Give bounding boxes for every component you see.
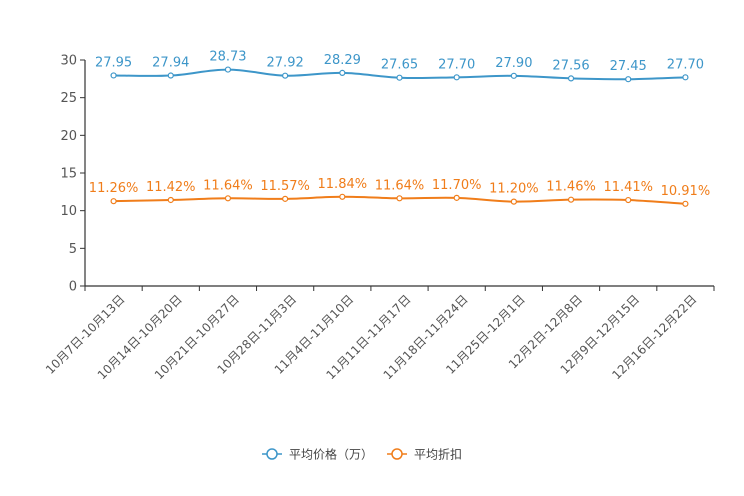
- data-label: 27.65: [381, 58, 418, 73]
- data-point: [453, 194, 460, 201]
- data-label: 11.84%: [318, 177, 368, 192]
- legend-label: 平均价格（万）: [289, 447, 373, 462]
- data-label: 11.57%: [260, 179, 310, 194]
- legend-marker-icon: [266, 448, 278, 460]
- chart-legend: 平均价格（万） 平均折扣: [262, 447, 462, 462]
- data-point: [339, 69, 346, 76]
- y-tick-label: 5: [69, 242, 77, 257]
- data-point: [682, 74, 689, 81]
- data-point: [224, 66, 232, 73]
- data-label: 11.20%: [489, 182, 539, 197]
- data-point: [167, 72, 174, 79]
- chart-axes: 05101520253010月7日-10月13日10月14日-10月20日10月…: [43, 54, 715, 382]
- data-label: 11.64%: [375, 178, 425, 193]
- y-tick-label: 10: [60, 204, 77, 219]
- data-label: 27.56: [552, 58, 589, 73]
- data-point: [682, 200, 689, 207]
- legend-marker-icon: [391, 448, 403, 460]
- data-point: [339, 193, 346, 200]
- data-point: [453, 74, 460, 81]
- data-label: 11.46%: [546, 180, 596, 195]
- data-label: 11.26%: [89, 181, 139, 196]
- data-point: [224, 195, 232, 202]
- data-point: [396, 74, 403, 81]
- y-tick-label: 0: [69, 280, 77, 295]
- y-tick-label: 15: [60, 167, 77, 182]
- legend-label: 平均折扣: [414, 447, 462, 462]
- y-tick-label: 25: [60, 91, 77, 106]
- data-point: [282, 195, 289, 202]
- data-label: 27.45: [610, 59, 647, 74]
- data-point: [567, 196, 575, 203]
- data-label: 11.64%: [203, 178, 253, 193]
- data-label: 27.70: [667, 57, 704, 72]
- data-point: [110, 198, 117, 205]
- data-label: 11.70%: [432, 178, 482, 193]
- data-label: 10.91%: [661, 184, 711, 199]
- data-label: 27.94: [152, 56, 189, 71]
- data-label: 27.95: [95, 55, 132, 70]
- data-label: 28.29: [324, 53, 361, 68]
- y-tick-label: 30: [60, 54, 77, 69]
- data-label: 27.70: [438, 57, 475, 72]
- data-point: [625, 196, 632, 204]
- data-label: 11.42%: [146, 180, 196, 195]
- data-point: [110, 72, 117, 79]
- data-label: 28.73: [209, 50, 246, 65]
- data-point: [282, 72, 289, 79]
- data-labels-layer: 27.95 27.94 28.73 27.92 28.29 27.65 27.70 27.90…: [89, 50, 710, 199]
- data-point: [567, 75, 575, 82]
- y-tick-label: 20: [60, 129, 77, 144]
- data-label: 27.92: [267, 56, 304, 71]
- data-point: [625, 76, 632, 83]
- data-point: [510, 198, 517, 205]
- data-point: [396, 195, 403, 202]
- data-point: [167, 196, 174, 204]
- data-point: [510, 72, 517, 79]
- data-label: 27.90: [495, 56, 532, 71]
- data-label: 11.41%: [603, 180, 653, 195]
- series-layer: [110, 66, 689, 207]
